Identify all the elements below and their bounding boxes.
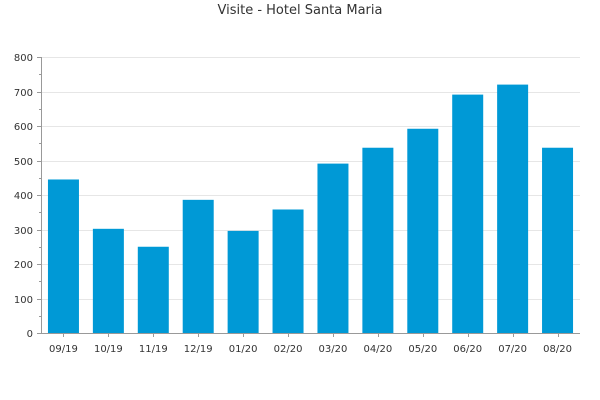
y-tick-label: 300 <box>14 226 33 237</box>
x-tick-label: 08/20 <box>543 344 572 355</box>
bar-12-19 <box>182 199 214 333</box>
y-tick-label: 200 <box>14 260 33 271</box>
x-tick-label: 10/19 <box>94 344 123 355</box>
chart-title: Visite - Hotel Santa Maria <box>217 3 383 18</box>
bar-02-20 <box>272 209 304 333</box>
x-tick-label: 07/20 <box>498 344 527 355</box>
x-tick-label: 01/20 <box>229 344 258 355</box>
x-axis-labels: 09/19 10/19 11/19 12/19 01/20 02/20 03/20 04/20… <box>49 333 572 355</box>
bar-09-19 <box>47 179 79 333</box>
y-tick-label: 700 <box>14 88 33 99</box>
grid-lines <box>41 57 580 300</box>
bar-06-20 <box>452 94 484 333</box>
x-tick-label: 11/19 <box>139 344 168 355</box>
x-tick-label: 03/20 <box>319 344 348 355</box>
x-tick-label: 05/20 <box>408 344 437 355</box>
bar-11-19 <box>137 246 169 333</box>
x-tick-label: 06/20 <box>453 344 482 355</box>
y-tick-label: 400 <box>14 191 33 202</box>
bar-03-20 <box>317 163 349 333</box>
y-tick-label: 800 <box>14 53 33 64</box>
bar-10-19 <box>92 228 124 333</box>
y-tick-label: 500 <box>14 157 33 168</box>
bar-05-20 <box>407 128 439 333</box>
bar-08-20 <box>542 147 574 333</box>
x-tick-label: 02/20 <box>274 344 303 355</box>
x-tick-label: 12/19 <box>184 344 213 355</box>
bar-04-20 <box>362 147 394 333</box>
y-tick-label: 100 <box>14 295 33 306</box>
x-tick-label: 09/19 <box>49 344 78 355</box>
bars <box>47 84 574 333</box>
y-tick-label: 0 <box>27 329 33 340</box>
y-axis-ticks: 0 100 200 300 400 500 600 700 800 <box>14 53 41 340</box>
y-tick-label: 600 <box>14 122 33 133</box>
x-tick-label: 04/20 <box>363 344 392 355</box>
bar-01-20 <box>227 230 259 333</box>
bar-07-20 <box>497 84 529 333</box>
